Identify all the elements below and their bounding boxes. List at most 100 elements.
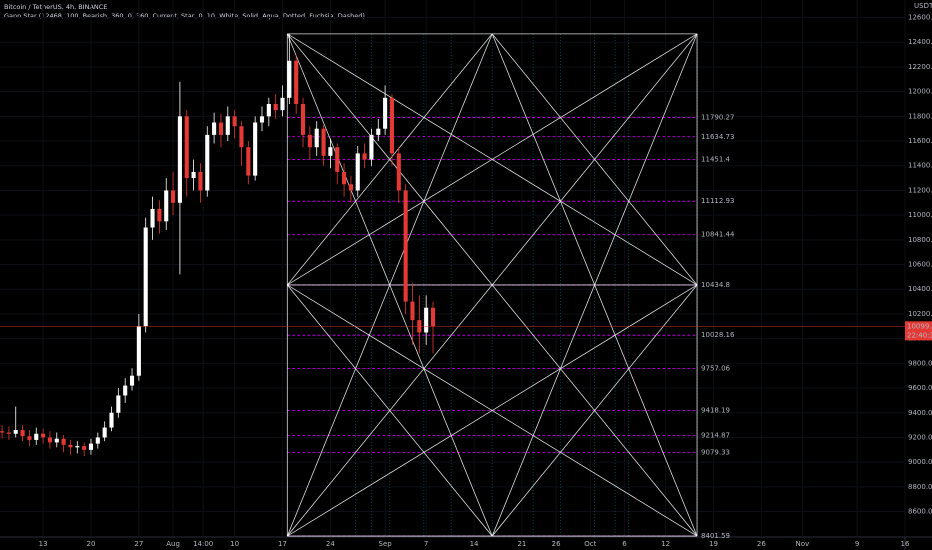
gann-level-label: 11112.93 (701, 197, 734, 205)
candle-body (198, 171, 203, 191)
candle-body (164, 190, 169, 222)
candle-body (136, 326, 141, 376)
candle-body (205, 134, 210, 191)
y-tick-label: 11200.00 (908, 186, 932, 194)
candle-body (6, 432, 11, 434)
candle-body (239, 126, 244, 148)
y-tick-label: 9400.00 (908, 409, 932, 417)
candle-body (355, 153, 360, 191)
y-tick-label: 9000.00 (908, 458, 932, 466)
x-tick-label: 14:00 (193, 540, 213, 548)
gann-level-label: 8401.59 (701, 532, 730, 540)
candle-body (47, 437, 52, 443)
x-tick-label: 13 (39, 540, 48, 548)
candle-body (403, 190, 408, 302)
gann-star-line (287, 33, 698, 286)
candle-body (266, 103, 271, 117)
candle-body (109, 412, 114, 428)
candle-body (294, 60, 299, 104)
candle-body (88, 443, 94, 450)
y-tick-label: 9800.00 (908, 359, 932, 367)
candle-body (41, 433, 46, 438)
y-tick-label: 11800.00 (908, 112, 932, 120)
x-tick-label: 26 (552, 540, 561, 548)
gann-level-label: 10434.8 (701, 281, 730, 289)
x-tick-label: Oct (584, 540, 596, 548)
candle-body (13, 430, 18, 434)
x-tick-label: 10 (230, 540, 239, 548)
candle-body (54, 438, 59, 443)
candle-body (280, 97, 285, 111)
candle-body (342, 171, 347, 185)
candle-body (348, 184, 353, 191)
candle-body (300, 103, 306, 135)
y-tick-label: 12000.00 (908, 88, 932, 96)
candle-body (253, 122, 258, 176)
gann-star-line (286, 33, 493, 286)
y-tick-label: 11000.00 (908, 211, 932, 219)
x-tick-label: Aug (166, 540, 180, 548)
chart-title: Bitcoin / TetherUS, 4h, BINANCE (4, 3, 107, 11)
candle-body (20, 430, 25, 437)
candle-body (232, 116, 237, 127)
x-tick-label: Nov (796, 540, 810, 548)
x-tick-label: 9 (855, 540, 859, 548)
candle-body (61, 438, 66, 445)
countdown-label: 22:40:38 (907, 331, 932, 339)
candle-body (410, 301, 415, 321)
gann-level-label: 9418.19 (701, 407, 730, 415)
candle-body (389, 97, 395, 154)
y-tick-label: 10400.00 (908, 285, 932, 293)
x-tick-label: 19 (709, 540, 718, 548)
y-tick-label: 11400.00 (908, 162, 932, 170)
x-tick-label: 17 (278, 540, 287, 548)
last-price-box (905, 321, 932, 341)
candle-body (212, 122, 217, 135)
candle-body (287, 60, 292, 98)
candle-body (116, 395, 121, 413)
gann-level-label: 10841.44 (701, 231, 735, 239)
candle-body (34, 433, 39, 440)
gann-star-line (286, 33, 698, 537)
last-price-label: 10099.66 (907, 322, 932, 330)
candle-body (143, 227, 148, 327)
candle-body (314, 128, 319, 148)
y-tick-label: 12400.00 (908, 38, 932, 46)
candle-body (95, 437, 100, 444)
gann-level-label: 9757.06 (701, 365, 730, 373)
y-tick-label: 12600.00 (908, 14, 932, 22)
candle-body (171, 190, 176, 203)
candle-body (129, 375, 135, 386)
y-tick-label: 12200.00 (908, 63, 932, 71)
candle-body (430, 307, 436, 327)
x-tick-label: 12 (661, 540, 670, 548)
x-tick-label: 6 (622, 540, 627, 548)
x-tick-label: 7 (424, 540, 428, 548)
gann-star-line (491, 284, 698, 537)
candle-body (27, 436, 32, 440)
y-tick-label: 10200.00 (908, 310, 932, 318)
y-tick-label: 10800.00 (908, 236, 932, 244)
indicator-label: Gann Star (12468, 100, Bearish, 360, 0, … (4, 12, 365, 20)
candle-body (376, 128, 381, 135)
x-tick-label: Sep (379, 540, 393, 548)
candle-body (218, 122, 224, 135)
candle-body (383, 97, 388, 129)
candle-body (184, 116, 189, 179)
x-tick-label: 14 (470, 540, 479, 548)
candle-body (335, 147, 340, 172)
x-tick-label: 21 (517, 540, 526, 548)
gann-level-label: 10028.16 (701, 331, 735, 339)
candle-body (307, 134, 312, 148)
candle-body (102, 427, 107, 438)
gann-star-line (491, 33, 698, 286)
candle-body (424, 307, 429, 333)
y-tick-label: 10600.00 (908, 261, 932, 269)
x-tick-label: 26 (757, 540, 766, 548)
candle-body (273, 103, 278, 111)
candle-body (123, 385, 128, 396)
candle-body (225, 116, 230, 135)
candle-body (396, 153, 401, 191)
